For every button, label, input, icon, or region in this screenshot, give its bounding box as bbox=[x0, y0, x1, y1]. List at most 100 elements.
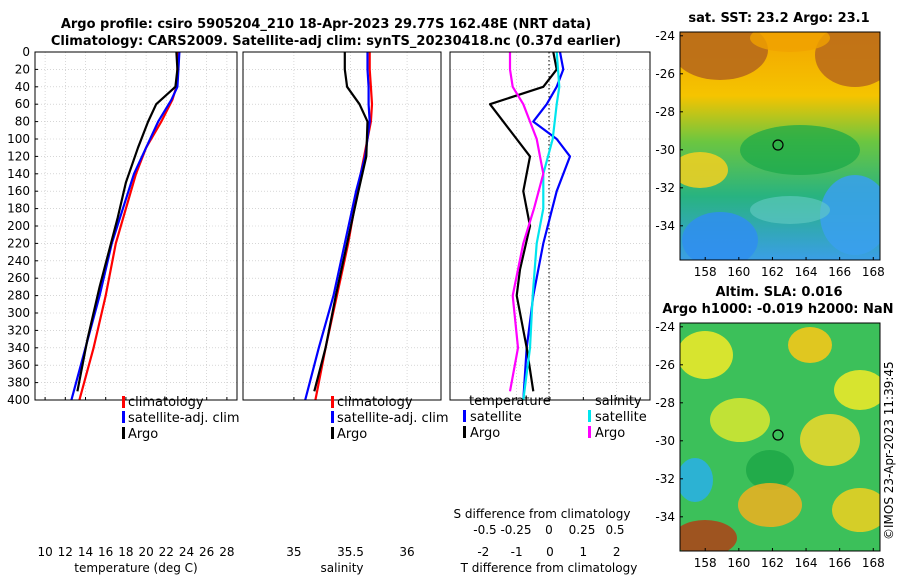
legend-satellite-swatch bbox=[331, 411, 334, 423]
x-tick-label: -1 bbox=[511, 545, 523, 559]
series-line-t-argo bbox=[488, 52, 558, 392]
sla-map-panel: Altim. SLA: 0.016 Argo h1000: -0.019 h20… bbox=[655, 285, 893, 570]
lat-tick-label: -30 bbox=[655, 434, 675, 448]
lat-tick-label: -28 bbox=[655, 105, 675, 119]
lat-tick-label: -24 bbox=[655, 320, 675, 334]
t-difference-tick-labels: -2 -1 0 1 2 bbox=[477, 397, 620, 559]
salinity-grid bbox=[243, 51, 441, 401]
series-line-satellite-adj-clim bbox=[70, 52, 181, 400]
sla-map-image bbox=[680, 323, 880, 551]
x-tick-label: 35 bbox=[286, 545, 301, 559]
lon-tick-label: 168 bbox=[862, 556, 885, 570]
s-tick-label: -0.25 bbox=[500, 523, 531, 537]
lat-tick-label: -30 bbox=[655, 143, 675, 157]
y-tick-label: 260 bbox=[7, 271, 30, 285]
lon-tick-label: 164 bbox=[795, 556, 818, 570]
x-tick-label: 10 bbox=[37, 545, 52, 559]
argo-position-marker bbox=[772, 429, 784, 441]
legend-argo-label: Argo bbox=[337, 427, 367, 442]
lat-tick-label: -28 bbox=[655, 396, 675, 410]
y-tick-label: 180 bbox=[7, 202, 30, 216]
x-tick-label: 28 bbox=[219, 545, 234, 559]
y-tick-label: 200 bbox=[7, 219, 30, 233]
imos-credit: ©IMOS 23-Apr-2023 11:39:45 bbox=[882, 361, 896, 540]
y-tick-label: 400 bbox=[7, 393, 30, 407]
legend-s-satellite-swatch bbox=[588, 410, 591, 422]
x-tick-label: 35.5 bbox=[337, 545, 364, 559]
y-tick-label: 20 bbox=[15, 62, 30, 76]
lon-tick-label: 160 bbox=[727, 556, 750, 570]
lat-tick-label: -26 bbox=[655, 67, 675, 81]
sla-map-title: Altim. SLA: 0.016 bbox=[716, 285, 843, 300]
legend-s-argo-label: Argo bbox=[595, 426, 625, 441]
x-tick-label: 14 bbox=[78, 545, 93, 559]
y-tick-label: 120 bbox=[7, 149, 30, 163]
x-tick-label: 0 bbox=[546, 545, 554, 559]
s-difference-axis-label: S difference from climatology bbox=[454, 507, 631, 521]
x-tick-label: 12 bbox=[58, 545, 73, 559]
series-line-argo bbox=[76, 52, 179, 392]
lat-tick-label: -34 bbox=[655, 510, 675, 524]
lat-tick-label: -34 bbox=[655, 219, 675, 233]
sst-map-lon-ticks: 158 160 162 164 166 168 bbox=[694, 257, 885, 279]
difference-lines bbox=[488, 52, 572, 400]
series-line-s-argo bbox=[508, 52, 545, 392]
x-tick-label: 2 bbox=[613, 545, 621, 559]
y-tick-label: 100 bbox=[7, 132, 30, 146]
y-tick-label: 380 bbox=[7, 376, 30, 390]
lat-tick-label: -24 bbox=[655, 29, 675, 43]
legend-climatology-swatch bbox=[331, 396, 334, 408]
x-tick-label: 24 bbox=[179, 545, 194, 559]
y-tick-label: 60 bbox=[15, 97, 30, 111]
y-tick-label: 160 bbox=[7, 184, 30, 198]
legend-t-satellite-swatch bbox=[463, 410, 466, 422]
legend-temperature-title: temperature bbox=[469, 394, 551, 409]
y-tick-label: 40 bbox=[15, 80, 30, 94]
lon-tick-label: 158 bbox=[694, 556, 717, 570]
lon-tick-label: 158 bbox=[694, 265, 717, 279]
s-tick-label: 0.25 bbox=[569, 523, 596, 537]
legend-s-satellite-label: satellite bbox=[595, 410, 647, 425]
sla-map-lat-ticks: -24 -26 -28 -30 -32 -34 bbox=[655, 320, 683, 524]
x-tick-label: 22 bbox=[159, 545, 174, 559]
y-tick-label: 280 bbox=[7, 289, 30, 303]
series-line-argo bbox=[313, 52, 369, 392]
sla-map-subtitle: Argo h1000: -0.019 h2000: NaN bbox=[662, 302, 893, 317]
salinity-legend: climatology satellite-adj. clim Argo bbox=[331, 395, 449, 442]
y-tick-label: 360 bbox=[7, 358, 30, 372]
legend-s-argo-swatch bbox=[588, 426, 591, 438]
legend-t-argo-swatch bbox=[463, 426, 466, 438]
y-tick-label: 0 bbox=[22, 45, 30, 59]
x-tick-label: 1 bbox=[580, 545, 588, 559]
sst-map-panel: sat. SST: 23.2 Argo: 23.1 -24 -26 -28 -30 -3… bbox=[655, 11, 885, 279]
depth-tick-labels: 0 20 40 60 80 100 120 140 160 180 200 220 240 260 280 3… bbox=[7, 45, 38, 407]
temperature-panel: 0 20 40 60 80 100 120 140 160 180 200 220 240 260 280 3… bbox=[7, 45, 240, 575]
x-tick-label: 18 bbox=[118, 545, 133, 559]
y-tick-label: 340 bbox=[7, 341, 30, 355]
legend-climatology-label: climatology bbox=[337, 395, 413, 410]
legend-satellite-label: satellite-adj. clim bbox=[337, 411, 449, 426]
figure-title-line2: Climatology: CARS2009. Satellite-adj cli… bbox=[51, 34, 621, 49]
lat-tick-label: -26 bbox=[655, 358, 675, 372]
temperature-legend: climatology satellite-adj. clim Argo bbox=[122, 395, 240, 442]
legend-satellite-label: satellite-adj. clim bbox=[128, 411, 240, 426]
lon-tick-label: 168 bbox=[862, 265, 885, 279]
y-tick-label: 220 bbox=[7, 236, 30, 250]
lon-tick-label: 166 bbox=[828, 556, 851, 570]
y-tick-label: 240 bbox=[7, 254, 30, 268]
x-tick-label: 16 bbox=[98, 545, 113, 559]
lon-tick-label: 160 bbox=[727, 265, 750, 279]
lon-tick-label: 166 bbox=[828, 265, 851, 279]
y-tick-label: 140 bbox=[7, 167, 30, 181]
difference-grid bbox=[450, 51, 650, 401]
s-tick-label: 0.5 bbox=[605, 523, 624, 537]
x-tick-label: 36 bbox=[399, 545, 414, 559]
lon-tick-label: 162 bbox=[761, 556, 784, 570]
temperature-lines bbox=[70, 52, 181, 400]
sst-map-title: sat. SST: 23.2 Argo: 23.1 bbox=[688, 11, 869, 26]
s-tick-label: 0 bbox=[545, 523, 553, 537]
x-tick-label: -2 bbox=[477, 545, 489, 559]
legend-satellite-swatch bbox=[122, 411, 125, 423]
legend-t-satellite-label: satellite bbox=[470, 410, 522, 425]
